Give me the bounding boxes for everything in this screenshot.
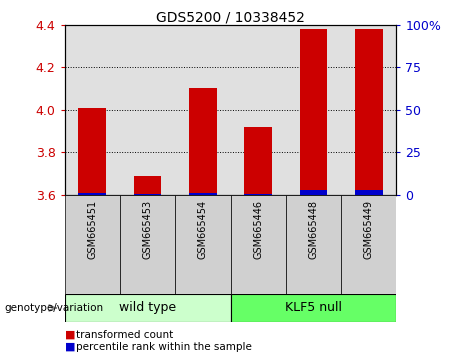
Bar bbox=[355, 29, 383, 195]
Bar bbox=[341, 195, 396, 294]
Bar bbox=[244, 127, 272, 195]
Text: GSM665449: GSM665449 bbox=[364, 200, 374, 259]
Text: GSM665451: GSM665451 bbox=[87, 200, 97, 259]
Bar bbox=[355, 190, 383, 195]
Bar bbox=[120, 195, 175, 294]
Text: percentile rank within the sample: percentile rank within the sample bbox=[76, 342, 252, 352]
Bar bbox=[244, 194, 272, 195]
Bar bbox=[189, 88, 217, 195]
Text: GSM665454: GSM665454 bbox=[198, 200, 208, 259]
Text: KLF5 null: KLF5 null bbox=[285, 302, 342, 314]
Bar bbox=[78, 108, 106, 195]
Text: ■: ■ bbox=[65, 342, 75, 352]
Bar bbox=[134, 194, 161, 195]
Bar bbox=[230, 294, 396, 322]
Bar bbox=[65, 195, 120, 294]
Text: genotype/variation: genotype/variation bbox=[5, 303, 104, 313]
Bar bbox=[286, 195, 341, 294]
Text: GSM665453: GSM665453 bbox=[142, 200, 153, 259]
Bar bbox=[189, 193, 217, 195]
Text: GDS5200 / 10338452: GDS5200 / 10338452 bbox=[156, 11, 305, 25]
Text: ■: ■ bbox=[65, 330, 75, 339]
Bar bbox=[134, 176, 161, 195]
Text: GSM665446: GSM665446 bbox=[253, 200, 263, 259]
Text: wild type: wild type bbox=[119, 302, 176, 314]
Bar bbox=[300, 29, 327, 195]
Bar bbox=[65, 294, 230, 322]
Bar bbox=[175, 195, 230, 294]
Bar bbox=[78, 193, 106, 195]
Bar bbox=[300, 190, 327, 195]
Bar bbox=[230, 195, 286, 294]
Text: GSM665448: GSM665448 bbox=[308, 200, 319, 259]
Text: transformed count: transformed count bbox=[76, 330, 173, 339]
